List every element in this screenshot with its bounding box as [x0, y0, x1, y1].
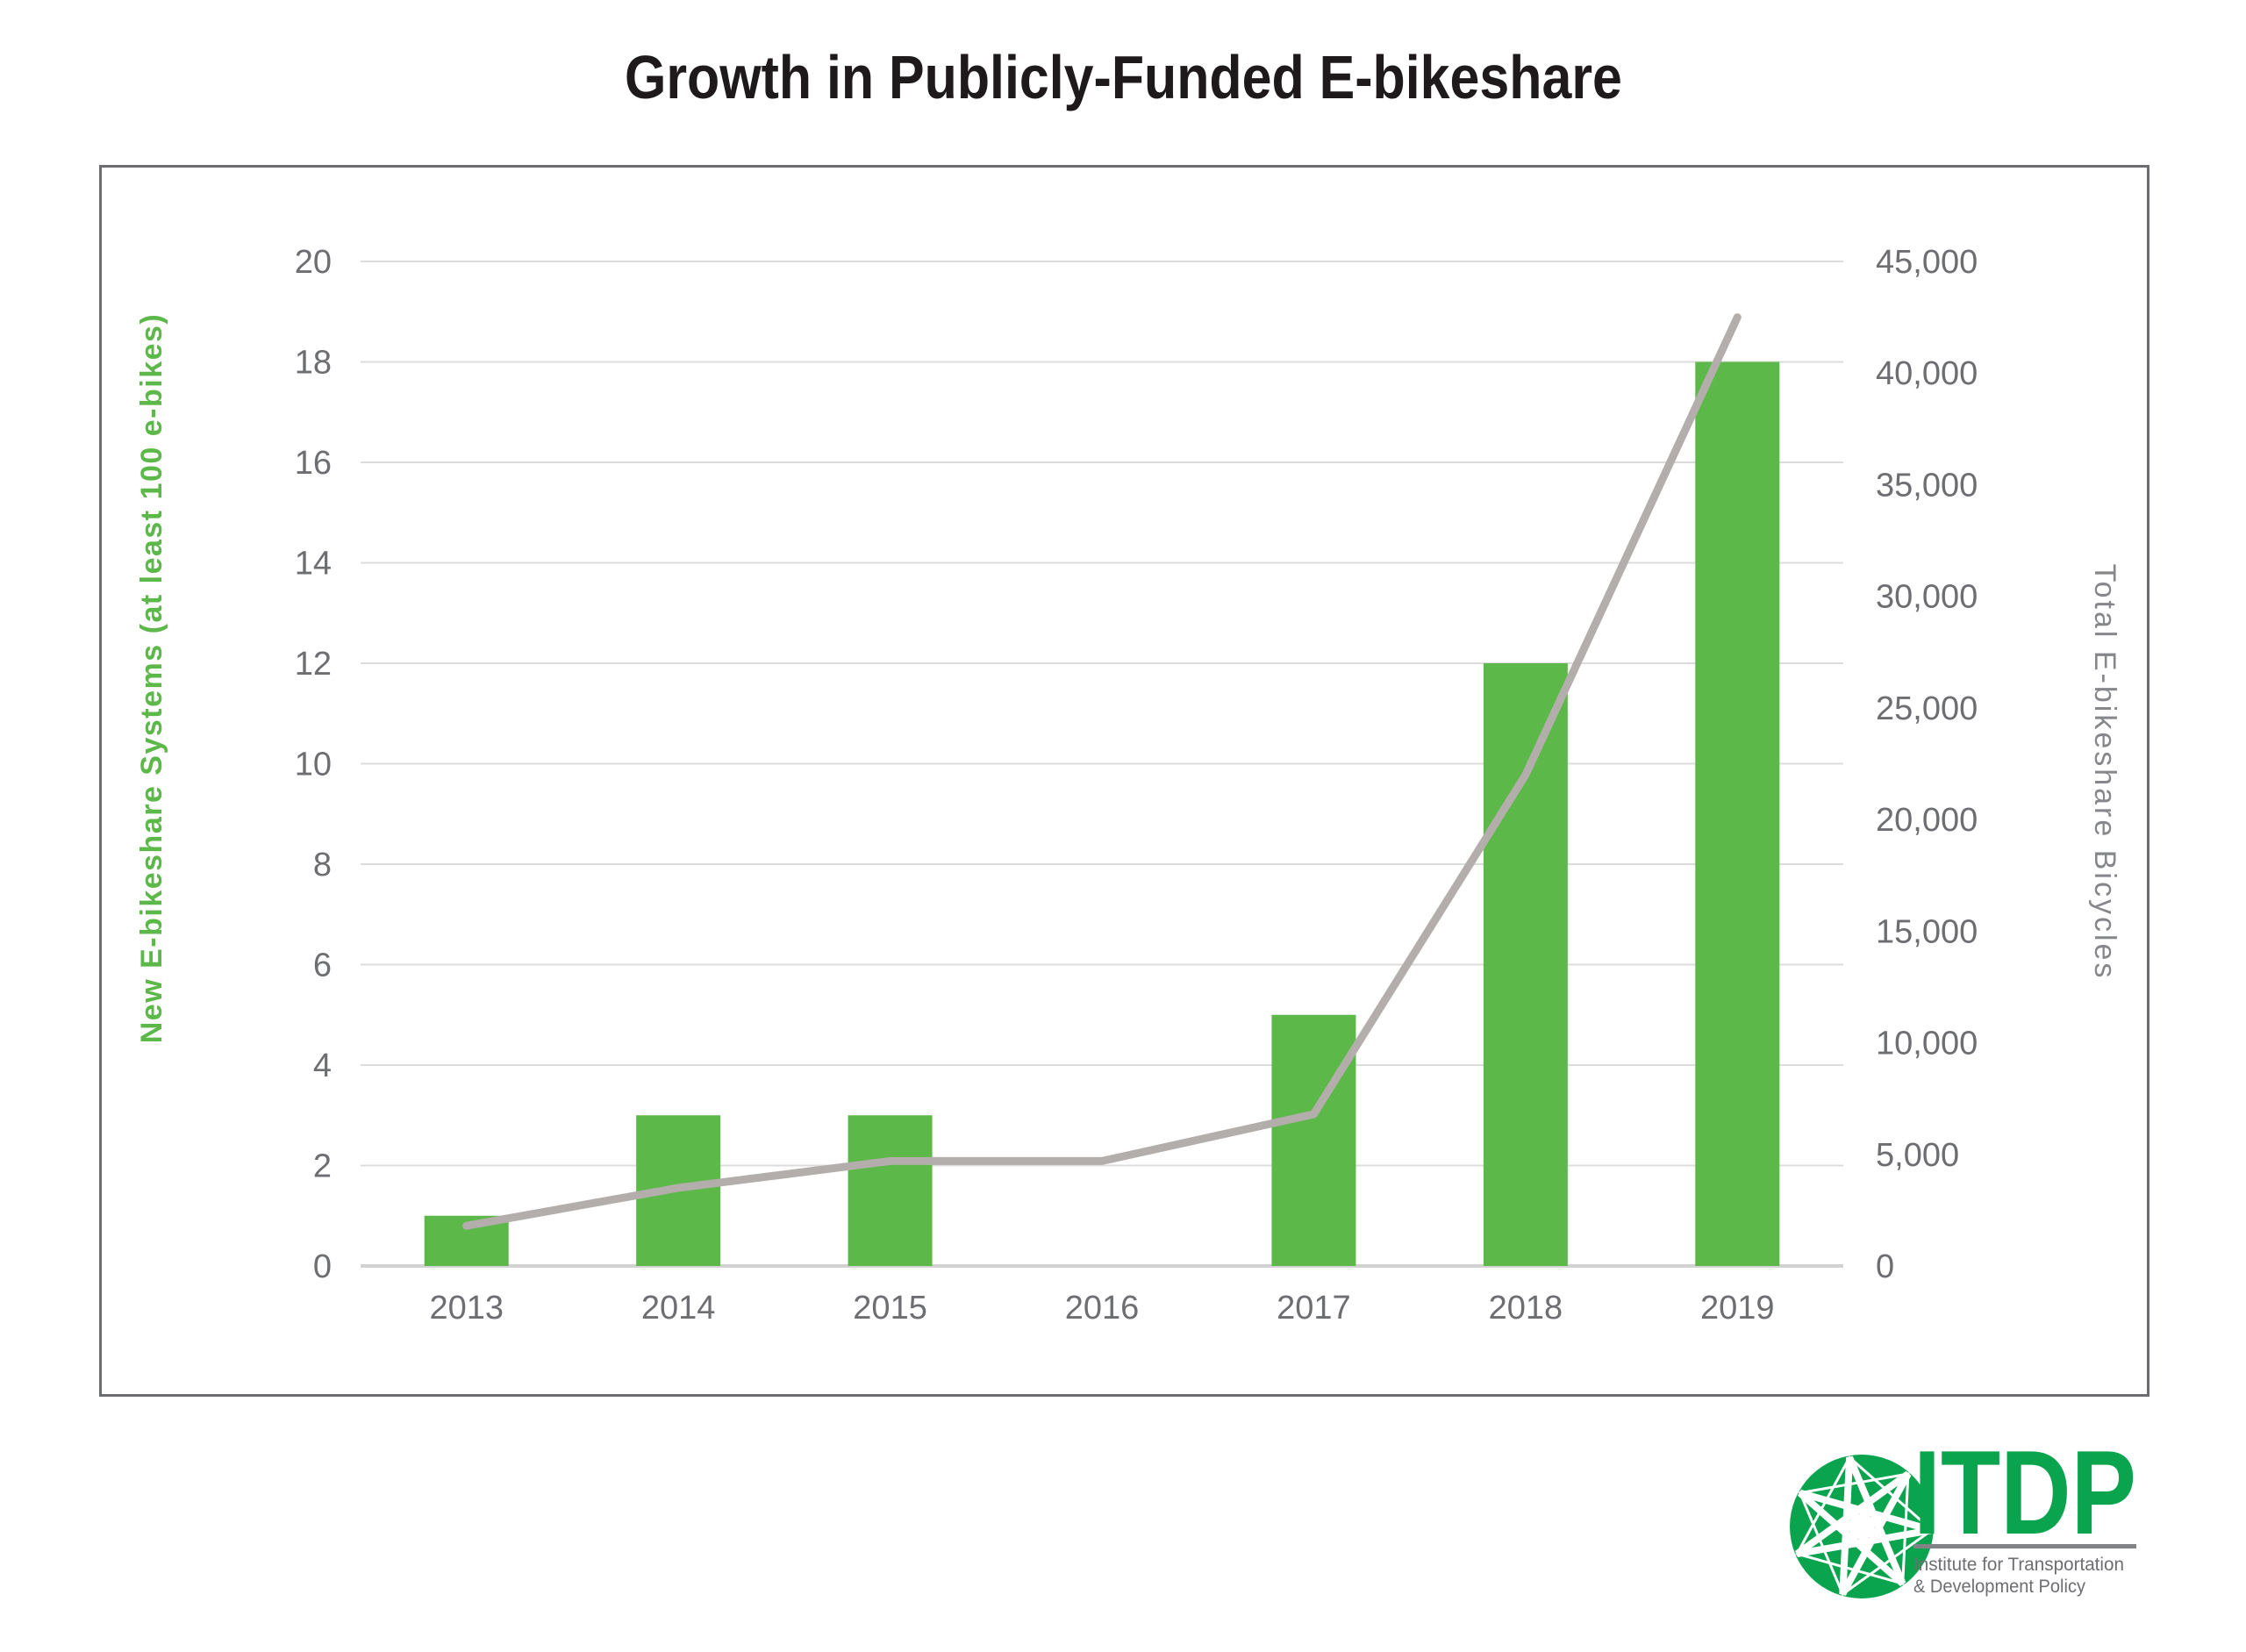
right-axis-tick-label: 45,000 [1876, 244, 1978, 281]
logo-divider [1913, 1544, 2136, 1548]
right-axis-tick-label: 25,000 [1876, 690, 1978, 727]
left-axis-tick-label: 4 [313, 1048, 332, 1084]
left-axis-tick-label: 14 [295, 546, 332, 583]
right-axis-tick-label: 15,000 [1876, 913, 1978, 950]
right-axis-tick-label: 0 [1876, 1248, 1894, 1285]
bar-2015 [848, 1115, 933, 1266]
left-axis-tick-label: 16 [295, 445, 332, 482]
chart-frame: 0 2 4 6 8 10 12 14 16 18 20 0 5,000 10,000 15,000 20,00… [99, 165, 2149, 1397]
right-axis-tick-label: 35,000 [1876, 467, 1978, 504]
bar-2018 [1483, 663, 1568, 1266]
itdp-globe-star-icon [1790, 1455, 1935, 1598]
chart-title: Growth in Publicly-Funded E-bikeshare [0, 33, 2246, 121]
x-axis-label-2014: 2014 [641, 1290, 716, 1327]
logo-acronym: ITDP [1913, 1446, 2136, 1559]
right-axis-tick-label: 40,000 [1876, 355, 1978, 392]
logo-tagline-line2: & Development Policy [1913, 1577, 2085, 1597]
logo-tagline-line1: Institute for Transportation [1913, 1555, 2124, 1575]
x-axis-label-2018: 2018 [1489, 1290, 1563, 1327]
combo-chart: 0 2 4 6 8 10 12 14 16 18 20 0 5,000 10,000 15,000 20,00… [135, 244, 2121, 1327]
x-axis-label-2017: 2017 [1277, 1290, 1351, 1327]
left-axis-title: New E-bikeshare Systems (at least 100 e-… [135, 313, 168, 1044]
chart-title-text: Growth in Publicly-Funded E-bikeshare [624, 43, 1622, 111]
trend-line [462, 313, 1742, 1230]
left-axis-tick-label: 0 [313, 1248, 332, 1285]
left-axis-tick-label: 6 [313, 948, 332, 984]
right-axis-tick-label: 20,000 [1876, 802, 1978, 839]
right-axis-tick-label: 5,000 [1876, 1137, 1959, 1174]
x-axis-label-2013: 2013 [429, 1290, 504, 1327]
right-axis-tick-label: 30,000 [1876, 579, 1978, 616]
left-axis-tick-label: 20 [295, 244, 332, 281]
itdp-logo: ITDP Institute for Transportation & Deve… [1788, 1426, 2192, 1626]
bar-2017 [1271, 1014, 1356, 1266]
itdp-logo-graphic: ITDP Institute for Transportation & Deve… [1790, 1426, 2136, 1598]
left-axis-tick-label: 12 [295, 646, 332, 683]
left-axis-tick-label: 10 [295, 747, 332, 783]
x-axis-label-2015: 2015 [853, 1290, 927, 1327]
right-axis-tick-label: 10,000 [1876, 1026, 1978, 1062]
bar-2019 [1695, 361, 1780, 1266]
left-axis-tick-label: 2 [313, 1148, 332, 1185]
left-axis-tick-label: 18 [295, 345, 332, 382]
left-axis-tick-label: 8 [313, 847, 332, 883]
x-axis-label-2016: 2016 [1065, 1290, 1140, 1327]
right-axis-title: Total E-bikeshare Bicycles [2088, 564, 2121, 981]
x-axis-label-2019: 2019 [1700, 1290, 1775, 1327]
